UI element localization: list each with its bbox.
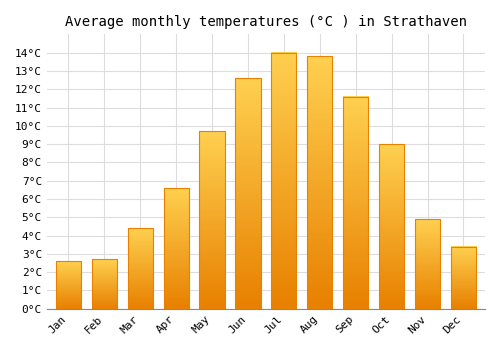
Bar bbox=[56, 261, 81, 309]
Bar bbox=[272, 52, 296, 309]
Bar bbox=[164, 188, 188, 309]
Bar bbox=[307, 56, 332, 309]
Title: Average monthly temperatures (°C ) in Strathaven: Average monthly temperatures (°C ) in St… bbox=[65, 15, 467, 29]
Bar bbox=[128, 228, 153, 309]
Bar bbox=[415, 219, 440, 309]
Bar bbox=[379, 144, 404, 309]
Bar bbox=[200, 131, 224, 309]
Bar bbox=[92, 259, 117, 309]
Bar bbox=[343, 97, 368, 309]
Bar bbox=[451, 246, 476, 309]
Bar bbox=[236, 78, 260, 309]
